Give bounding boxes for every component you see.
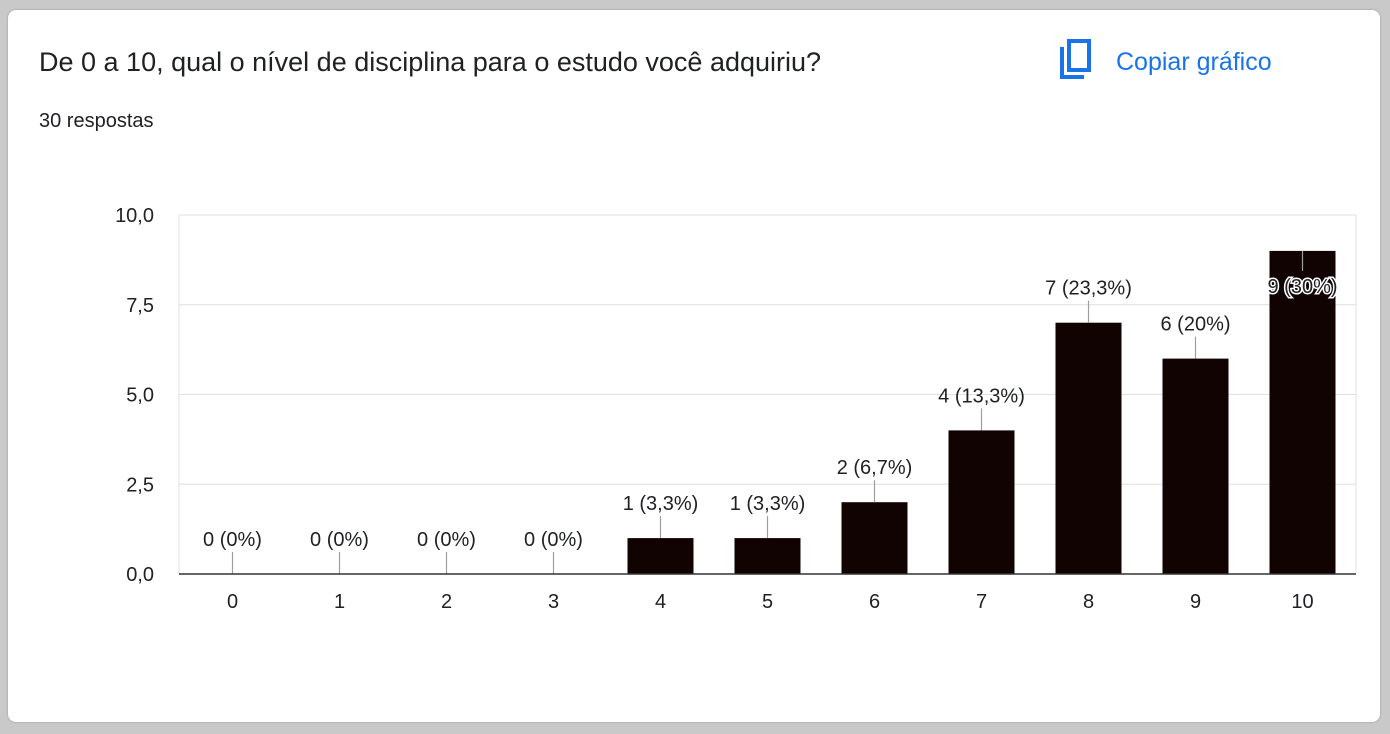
y-tick-label: 5,0	[126, 385, 154, 407]
bar	[1269, 250, 1336, 574]
y-tick-label: 2,5	[126, 474, 154, 496]
data-label: 1 (3,3%)	[730, 493, 806, 515]
x-tick-label: 7	[976, 591, 987, 613]
bar	[734, 538, 801, 574]
y-tick-label: 7,5	[126, 295, 154, 317]
data-label: 4 (13,3%)	[938, 385, 1025, 407]
data-label: 0 (0%)	[310, 529, 369, 551]
data-label: 0 (0%)	[203, 529, 262, 551]
bar	[1162, 358, 1229, 574]
y-tick-label: 10,0	[115, 205, 154, 227]
copy-chart-label: Copiar gráfico	[1116, 47, 1272, 76]
data-label: 1 (3,3%)	[623, 493, 699, 515]
data-label: 7 (23,3%)	[1045, 278, 1132, 300]
x-tick-label: 1	[334, 591, 345, 613]
bar	[1055, 322, 1122, 574]
x-tick-label: 6	[869, 591, 880, 613]
x-tick-label: 3	[548, 591, 559, 613]
y-tick-label: 0,0	[126, 564, 154, 586]
chart-card	[8, 10, 1380, 722]
data-label: 6 (20%)	[1160, 314, 1230, 336]
response-count: 30 respostas	[39, 110, 154, 132]
x-tick-label: 10	[1291, 591, 1313, 613]
x-tick-label: 5	[762, 591, 773, 613]
x-tick-label: 8	[1083, 591, 1094, 613]
bar	[841, 502, 908, 574]
data-label: 9 (30%)	[1267, 276, 1337, 298]
data-label: 0 (0%)	[524, 529, 583, 551]
bar	[627, 538, 694, 574]
copy-chart-button[interactable]: Copiar gráfico	[1058, 38, 1272, 86]
data-label: 0 (0%)	[417, 529, 476, 551]
question-title: De 0 a 10, qual o nível de disciplina pa…	[39, 47, 822, 77]
x-tick-label: 9	[1190, 591, 1201, 613]
x-tick-label: 4	[655, 591, 666, 613]
copy-icon	[1058, 38, 1116, 86]
data-label: 2 (6,7%)	[837, 457, 913, 479]
x-tick-label: 0	[227, 591, 238, 613]
bar	[948, 430, 1015, 574]
x-tick-label: 2	[441, 591, 452, 613]
